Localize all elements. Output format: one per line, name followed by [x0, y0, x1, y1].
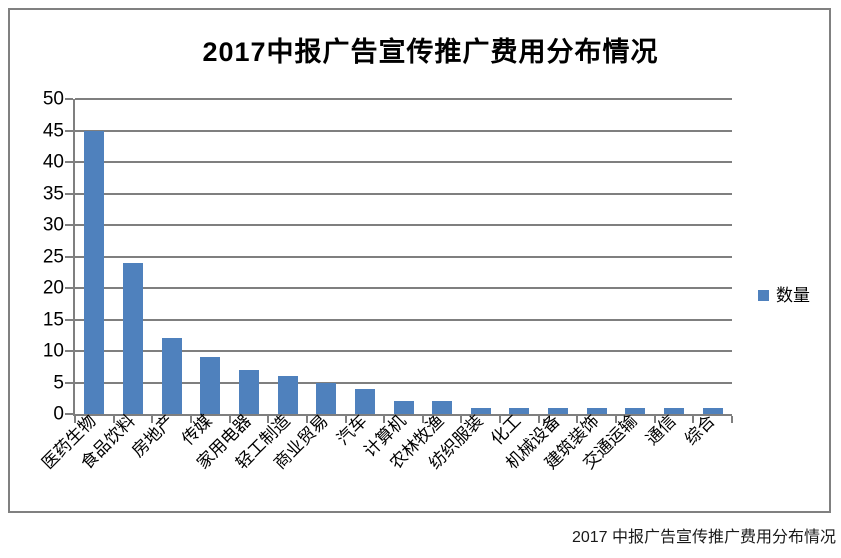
x-axis-tick	[615, 416, 618, 423]
bar	[277, 376, 298, 414]
chart-frame: 2017中报广告宣传推广费用分布情况 0 5 10 15 20 25 30 35 40 45 50 …	[8, 8, 831, 513]
y-axis-tick	[65, 381, 73, 384]
gridline	[75, 129, 732, 132]
bar	[122, 262, 143, 414]
y-axis-tick	[65, 129, 73, 132]
bar	[586, 407, 607, 414]
x-axis-tick	[228, 416, 231, 423]
y-axis-tick-label: 45	[42, 120, 64, 141]
x-axis-tick	[653, 416, 656, 423]
y-axis-tick-label: 0	[53, 403, 64, 425]
y-axis-tick	[65, 350, 73, 352]
y-axis-tick	[65, 287, 73, 289]
chart-caption: 2017 中报广告宣传推广费用分布情况	[571, 529, 836, 546]
bar	[548, 407, 569, 414]
y-axis-tick	[65, 192, 73, 195]
x-axis-tick	[731, 416, 733, 423]
y-axis-tick	[65, 413, 73, 415]
gridline	[75, 98, 732, 100]
x-axis-tick	[344, 416, 347, 423]
gridline	[75, 350, 732, 352]
y-axis-tick-label: 25	[42, 246, 64, 267]
x-axis-tick	[383, 416, 386, 423]
bar	[432, 401, 453, 414]
bar	[470, 407, 491, 414]
x-axis-tick	[189, 416, 192, 423]
bar	[238, 369, 259, 414]
y-axis-tick	[65, 98, 73, 100]
y-axis-tick-label: 10	[42, 340, 64, 362]
gridline	[75, 287, 732, 289]
x-axis-tick	[421, 416, 424, 423]
y-axis-tick	[65, 318, 73, 321]
y-axis-labels: 0 5 10 15 20 25 30 35 40 45 50	[10, 90, 64, 424]
plot-area	[65, 98, 733, 423]
y-axis-tick-label: 30	[42, 214, 64, 236]
bar	[509, 407, 530, 414]
gridline	[75, 381, 732, 384]
bar	[625, 407, 646, 414]
bar	[200, 357, 221, 414]
x-axis-tick	[305, 416, 308, 423]
bar	[316, 382, 337, 414]
y-axis-tick-label: 5	[53, 372, 64, 393]
bar	[393, 401, 414, 414]
legend: 数量	[758, 287, 810, 304]
x-axis-tick	[692, 416, 695, 423]
y-axis-line	[73, 99, 75, 416]
y-axis-tick-label: 35	[42, 183, 64, 204]
x-axis-tick	[537, 416, 540, 423]
bar	[84, 130, 105, 414]
x-axis-tick	[112, 416, 115, 423]
y-axis-tick	[65, 224, 73, 226]
y-axis-tick-label: 20	[42, 277, 64, 299]
y-axis-tick	[65, 255, 73, 258]
x-axis-line	[73, 414, 732, 416]
chart-title: 2017中报广告宣传推广费用分布情况	[202, 37, 659, 67]
y-axis-tick	[65, 161, 73, 163]
gridline	[75, 161, 732, 163]
gridline	[75, 192, 732, 195]
gridline	[75, 255, 732, 258]
bar	[664, 407, 685, 414]
x-axis-tick	[576, 416, 579, 423]
x-axis-tick	[267, 416, 270, 423]
bar	[161, 338, 182, 414]
y-axis-tick-label: 50	[42, 88, 64, 110]
legend-label: 数量	[776, 286, 810, 305]
x-axis-tick	[74, 416, 76, 423]
y-axis-tick-label: 40	[42, 151, 64, 173]
gridline	[75, 224, 732, 226]
gridline	[75, 318, 732, 321]
x-axis-tick	[460, 416, 463, 423]
x-axis-tick	[499, 416, 502, 423]
legend-swatch-icon	[758, 290, 769, 301]
bar	[702, 407, 723, 414]
x-axis-tick	[151, 416, 154, 423]
bar	[354, 388, 375, 414]
y-axis-tick-label: 15	[42, 309, 64, 330]
